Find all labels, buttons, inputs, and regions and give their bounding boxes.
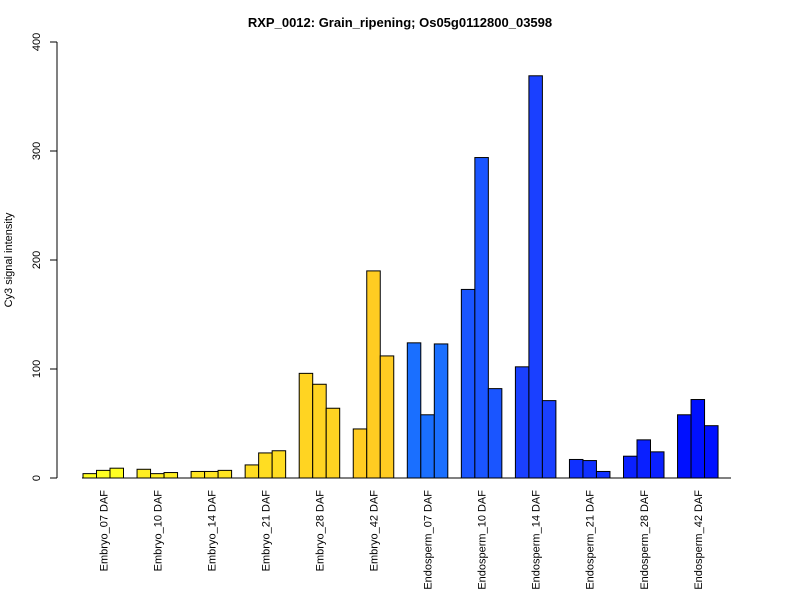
x-tick-label: Embryo_21 DAF [260, 490, 272, 572]
bar [568, 458, 584, 479]
x-tick-label: Embryo_07 DAF [98, 490, 110, 572]
bar [298, 372, 314, 479]
y-tick-label: 0 [31, 475, 43, 481]
bar [677, 414, 692, 479]
bar [82, 473, 97, 479]
bar [325, 407, 341, 479]
y-tick-label: 300 [31, 142, 43, 160]
bar [474, 157, 489, 479]
chart-title: RXP_0012: Grain_ripening; Os05g0112800_0… [248, 15, 552, 30]
bar [352, 428, 368, 479]
y-tick-label: 400 [31, 33, 43, 51]
bar [406, 342, 422, 479]
bar [217, 469, 233, 479]
bar [514, 366, 530, 479]
y-axis-label: Cy3 signal intensity [3, 212, 15, 307]
bar [312, 383, 327, 479]
x-tick-label: Endosperm_42 DAF [693, 490, 705, 590]
x-tick-label: Endosperm_28 DAF [639, 490, 651, 590]
x-tick-label: Embryo_10 DAF [152, 490, 164, 572]
bar [541, 400, 557, 479]
bar [595, 470, 611, 479]
bar [271, 450, 287, 479]
bar [528, 75, 543, 479]
bar [379, 355, 395, 479]
bar [420, 414, 435, 479]
bar-series [82, 75, 719, 479]
x-tick-label: Endosperm_14 DAF [531, 490, 543, 590]
bar [582, 460, 597, 479]
bar [636, 439, 651, 479]
bar [258, 452, 273, 479]
bar [244, 464, 260, 479]
bar [163, 472, 179, 479]
bar [366, 270, 381, 479]
bar [150, 473, 165, 479]
x-tick-label: Endosperm_07 DAF [423, 490, 435, 590]
bar [109, 467, 124, 479]
x-tick-label: Endosperm_21 DAF [585, 490, 597, 590]
y-tick-label: 100 [31, 360, 43, 378]
x-tick-label: Endosperm_10 DAF [477, 490, 489, 590]
x-axis-labels: Embryo_07 DAF Embryo_10 DAF Embryo_14 DAF E… [98, 490, 705, 590]
bar [190, 470, 206, 479]
bar [623, 455, 638, 479]
bar [650, 451, 665, 479]
x-tick-label: Embryo_28 DAF [314, 490, 326, 572]
bar [704, 425, 719, 479]
x-tick-label: Embryo_42 DAF [369, 490, 381, 572]
bar [136, 468, 152, 479]
y-tick-label: 200 [31, 251, 43, 269]
bar [487, 388, 503, 479]
bar [204, 470, 219, 479]
bar [433, 343, 449, 479]
x-tick-label: Embryo_14 DAF [206, 490, 218, 572]
bar [96, 469, 111, 479]
bar [460, 288, 476, 479]
y-axis: 0 100 200 300 400 [31, 33, 731, 481]
bar [690, 399, 706, 479]
